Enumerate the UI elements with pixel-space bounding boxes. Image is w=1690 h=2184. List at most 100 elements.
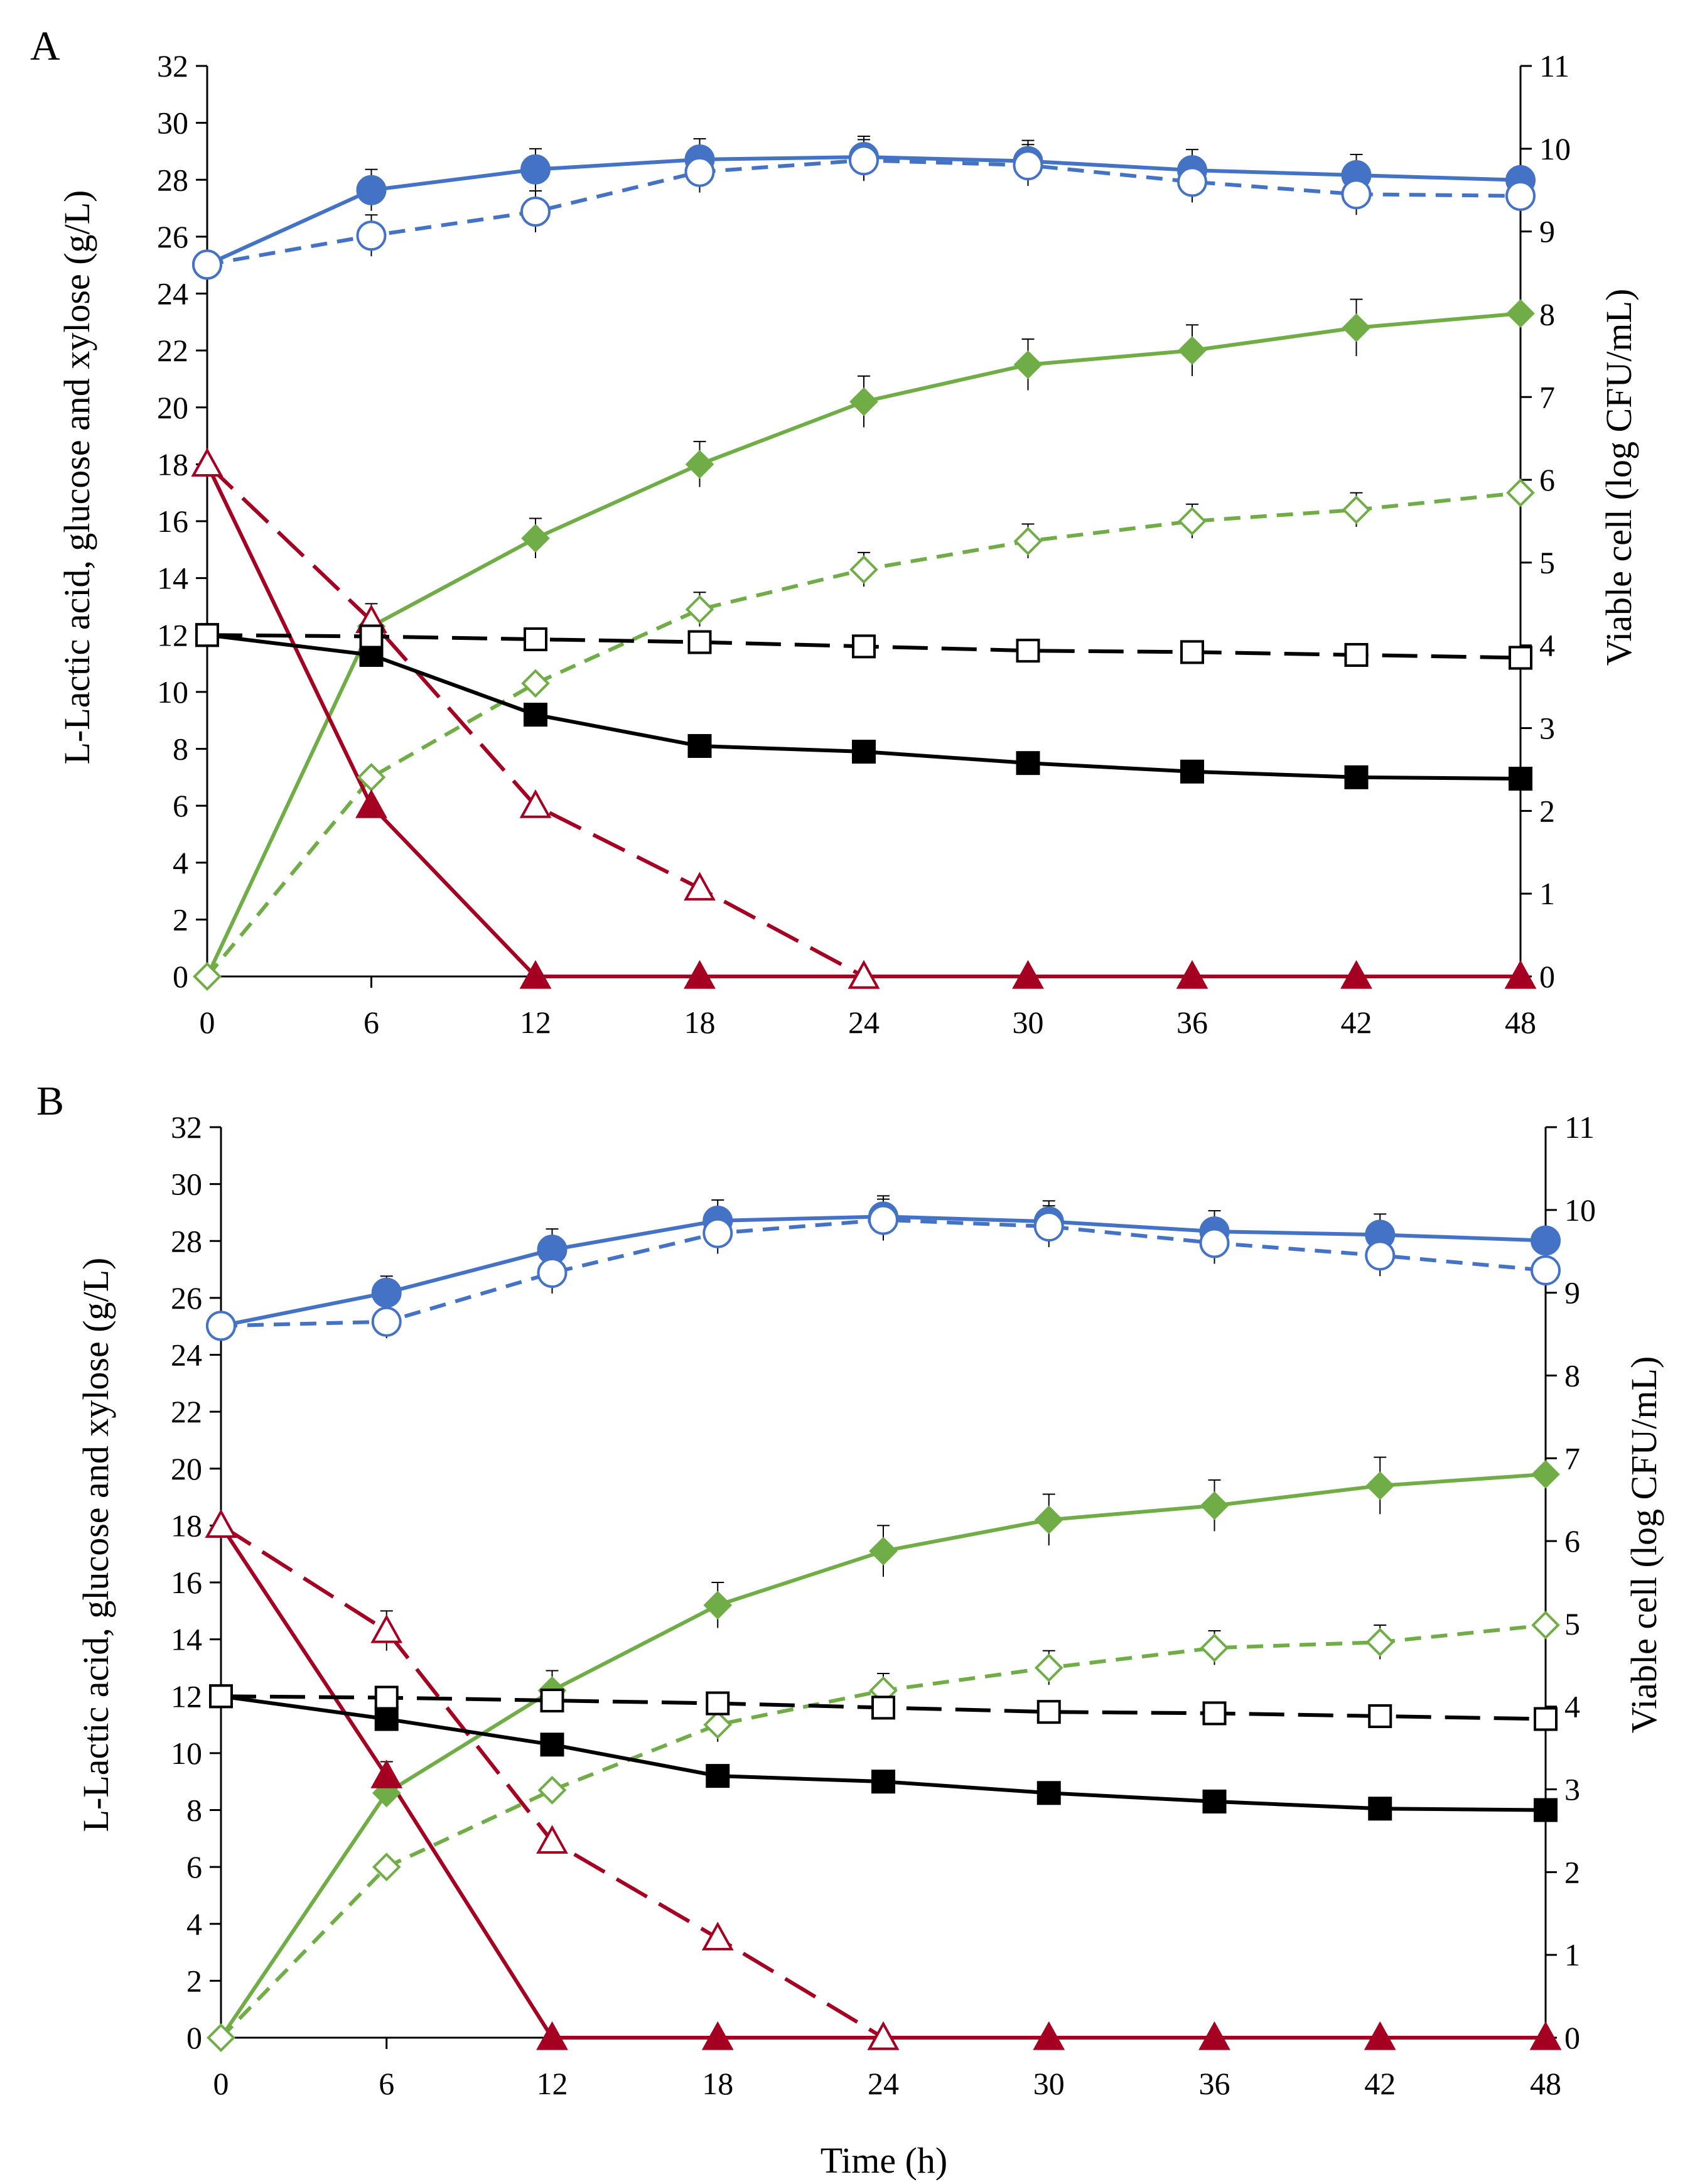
data-point [374, 1707, 399, 1731]
data-point [848, 960, 880, 989]
data-point [703, 1591, 733, 1620]
y-tick-label-left: 18 [157, 446, 188, 482]
y-tick-label-right: 11 [1564, 1110, 1595, 1145]
y-tick-label-left: 2 [186, 1963, 202, 1998]
y-tick-label-right: 9 [1539, 214, 1555, 249]
panel-b: B L-Lactic acid, glucose and xylose (g/L… [36, 1078, 1664, 2181]
y-tick-label-right: 5 [1564, 1606, 1580, 1641]
data-point [1013, 526, 1043, 556]
y-tick-label-right: 4 [1564, 1689, 1580, 1724]
x-tick-label: 48 [1530, 2066, 1561, 2101]
x-tick-label: 0 [213, 2066, 229, 2101]
data-point [1036, 1781, 1061, 1805]
data-point [1202, 1789, 1227, 1814]
data-point [684, 872, 716, 901]
data-point [1365, 1471, 1395, 1500]
y-tick-label-right: 9 [1564, 1275, 1580, 1311]
data-point [209, 1684, 233, 1709]
x-axis-title: Time (h) [821, 2140, 948, 2181]
y-tick-label-left: 28 [157, 162, 188, 197]
y-tick-label-left: 26 [171, 1280, 202, 1316]
y-tick-label-left: 10 [157, 674, 188, 710]
y-tick-label-right: 11 [1539, 48, 1569, 84]
x-tick-label: 24 [848, 1005, 880, 1040]
plot-series [191, 136, 1537, 991]
data-point [520, 154, 551, 185]
y-axis-title-right: Viable cell (log CFU/mL) [1623, 1356, 1664, 1734]
y-tick-label-left: 26 [157, 219, 188, 254]
data-point [1506, 299, 1535, 328]
x-tick-label: 6 [379, 2066, 394, 2101]
y-tick-label-left: 32 [171, 1110, 202, 1145]
y-tick-label-left: 14 [171, 1622, 202, 1657]
data-point [1013, 150, 1043, 181]
markers-glucose-open- [205, 1509, 900, 2050]
data-point [1180, 640, 1204, 664]
x-tick-label: 36 [1199, 2066, 1230, 2101]
data-point [687, 630, 712, 654]
data-point [1368, 1704, 1392, 1728]
data-point [1198, 2021, 1230, 2050]
y-tick-label-left: 2 [173, 902, 188, 937]
data-point [849, 387, 878, 416]
data-point [1531, 1225, 1561, 1256]
y-tick-label-left: 30 [157, 105, 188, 141]
data-point [1176, 960, 1208, 989]
data-point [1506, 478, 1535, 507]
markers-l-lactic-acid-open- [193, 478, 1535, 991]
data-point [191, 448, 223, 477]
data-point [519, 960, 552, 989]
y-tick-label-right: 3 [1539, 711, 1555, 746]
x-tick-label: 24 [868, 2066, 899, 2101]
data-point [1180, 759, 1204, 784]
markers-glucose-filled- [191, 448, 1537, 989]
data-point [701, 2021, 734, 2050]
data-point [371, 1306, 402, 1337]
data-point [540, 1689, 564, 1713]
data-point [1340, 960, 1372, 989]
series-line [205, 463, 1520, 978]
data-point [537, 1775, 567, 1805]
data-point [521, 524, 550, 553]
panel-a: A L-Lactic acid, glucose and xylose (g/L… [30, 23, 1639, 1040]
y-tick-label-left: 32 [157, 48, 188, 84]
data-point [1365, 1240, 1396, 1271]
data-point [1504, 960, 1537, 989]
data-point [867, 2021, 900, 2050]
y-tick-label-left: 0 [186, 2020, 202, 2055]
y-tick-label-left: 6 [186, 1849, 202, 1884]
data-point [1202, 1701, 1227, 1726]
y-tick-label-left: 24 [171, 1338, 202, 1373]
data-point [1341, 179, 1372, 210]
x-tick-label: 18 [684, 1005, 716, 1040]
data-point [684, 960, 716, 989]
y-tick-label-left: 12 [157, 617, 188, 652]
y-tick-label-left: 0 [173, 959, 188, 994]
data-point [849, 555, 878, 584]
data-point [852, 740, 876, 764]
y-tick-label-right: 10 [1539, 131, 1571, 166]
y-tick-label-right: 1 [1539, 876, 1555, 911]
data-point [1034, 1505, 1063, 1535]
y-tick-label-left: 16 [171, 1565, 202, 1600]
x-tick-label: 48 [1505, 1005, 1536, 1040]
y-tick-label-left: 24 [157, 276, 188, 311]
data-point [685, 595, 714, 624]
y-tick-label-left: 22 [157, 333, 188, 368]
y-tick-label-left: 4 [173, 845, 188, 880]
data-point [1509, 767, 1532, 791]
data-point [1036, 1700, 1061, 1724]
y-tick-label-left: 14 [157, 561, 188, 596]
y-tick-label-left: 10 [171, 1736, 202, 1771]
x-tick-label: 30 [1013, 1005, 1044, 1040]
y-tick-label-right: 8 [1539, 296, 1555, 332]
x-tick-label: 0 [200, 1005, 215, 1040]
y-tick-label-right: 8 [1564, 1358, 1580, 1393]
data-point [702, 1218, 733, 1248]
data-point [1364, 2021, 1396, 2050]
markers-viable-cell-open- [206, 1204, 1561, 1341]
y-tick-label-right: 7 [1564, 1441, 1580, 1476]
y-tick-label-left: 12 [171, 1679, 202, 1714]
data-point [521, 669, 550, 698]
data-point [374, 1685, 399, 1710]
